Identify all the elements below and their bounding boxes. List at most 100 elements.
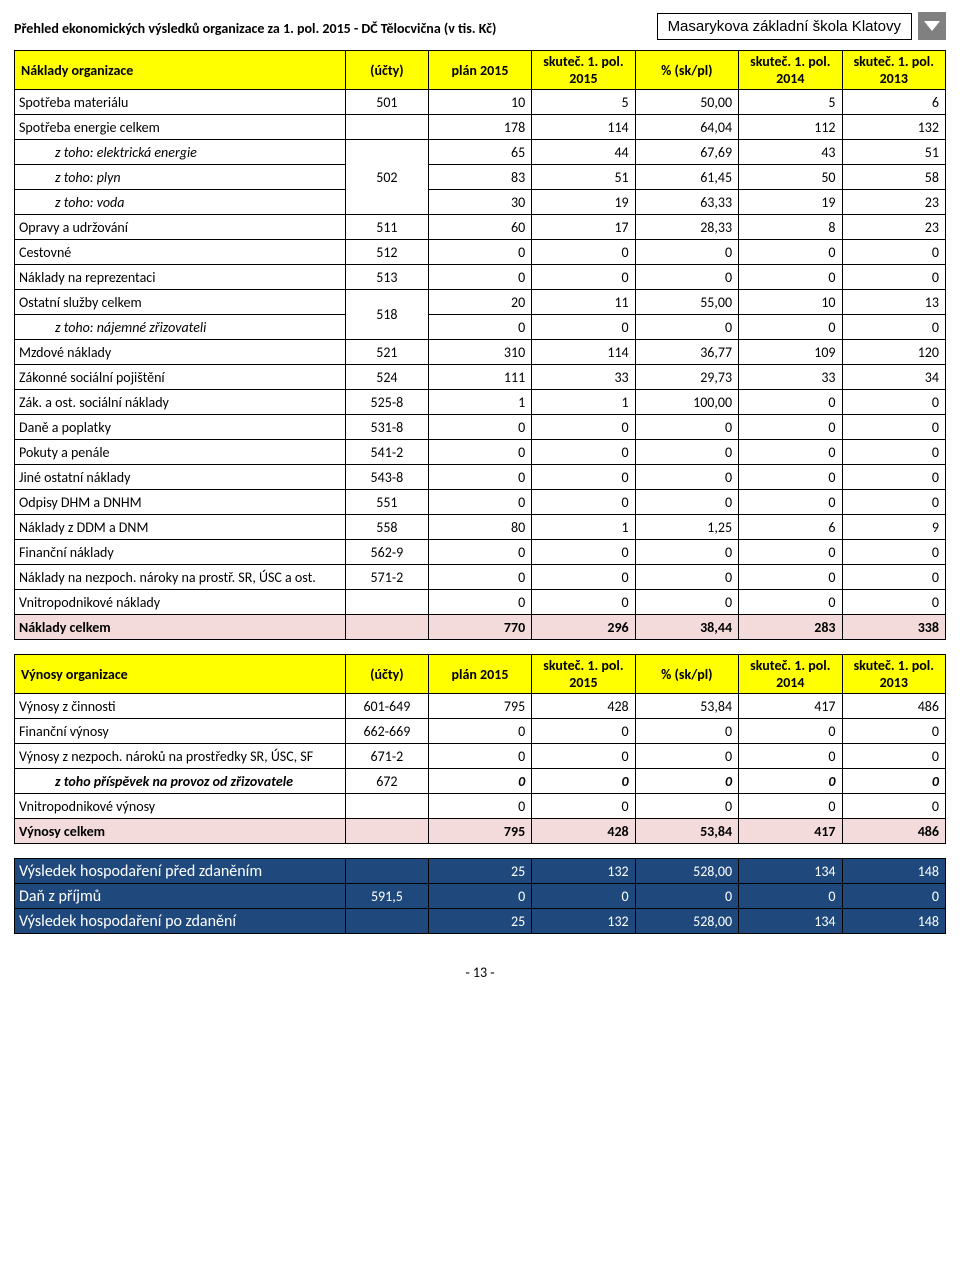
table-row: z toho: nájemné zřizovateli00000 — [15, 315, 946, 340]
row-pct: 0 — [635, 590, 738, 615]
row-label: Vnitropodnikové náklady — [15, 590, 346, 615]
row-acc: 541-2 — [346, 440, 429, 465]
row-s13: 0 — [842, 440, 945, 465]
row-s14: 0 — [739, 415, 842, 440]
row-s15: 11 — [532, 290, 635, 315]
row-s13: 23 — [842, 190, 945, 215]
row-label: Jiné ostatní náklady — [15, 465, 346, 490]
row-s13: 0 — [842, 265, 945, 290]
row-acc: 558 — [346, 515, 429, 540]
row-acc: 531-8 — [346, 415, 429, 440]
row-s13: 23 — [842, 215, 945, 240]
row-pct: 63,33 — [635, 190, 738, 215]
row-s13: 9 — [842, 515, 945, 540]
row-pct: 0 — [635, 315, 738, 340]
row-acc: 571-2 — [346, 565, 429, 590]
row-s14: 417 — [739, 819, 842, 844]
row-s15: 44 — [532, 140, 635, 165]
col-skut13: skuteč. 1. pol. 2013 — [842, 655, 945, 694]
row-label: Spotřeba energie celkem — [15, 115, 346, 140]
row-s13: 0 — [842, 240, 945, 265]
row-plan: 0 — [428, 490, 531, 515]
row-plan: 111 — [428, 365, 531, 390]
row-pct: 0 — [635, 540, 738, 565]
row-pct: 61,45 — [635, 165, 738, 190]
row-s14: 0 — [739, 265, 842, 290]
row-plan: 770 — [428, 615, 531, 640]
col-skut15: skuteč. 1. pol. 2015 — [532, 655, 635, 694]
table-row: Opravy a udržování511601728,33823 — [15, 215, 946, 240]
row-pct: 0 — [635, 440, 738, 465]
table-row: Vnitropodnikové výnosy00000 — [15, 794, 946, 819]
row-label: z toho: nájemné zřizovateli — [15, 315, 346, 340]
row-s13: 120 — [842, 340, 945, 365]
table-row: Jiné ostatní náklady543-800000 — [15, 465, 946, 490]
row-s15: 51 — [532, 165, 635, 190]
row-pct: 0 — [635, 265, 738, 290]
row-pct: 53,84 — [635, 694, 738, 719]
row-pct: 528,00 — [635, 909, 738, 934]
col-skut14: skuteč. 1. pol. 2014 — [739, 655, 842, 694]
row-s14: 0 — [739, 884, 842, 909]
row-s15: 132 — [532, 859, 635, 884]
row-plan: 0 — [428, 415, 531, 440]
row-acc: 672 — [346, 769, 429, 794]
table-row: z toho: elektrická energie502654467,6943… — [15, 140, 946, 165]
row-s14: 6 — [739, 515, 842, 540]
row-pct: 29,73 — [635, 365, 738, 390]
row-pct: 38,44 — [635, 615, 738, 640]
row-s15: 17 — [532, 215, 635, 240]
row-s15: 0 — [532, 315, 635, 340]
row-s14: 283 — [739, 615, 842, 640]
row-s14: 417 — [739, 694, 842, 719]
row-s14: 0 — [739, 794, 842, 819]
row-pct: 100,00 — [635, 390, 738, 415]
vynosy-table: Výnosy organizace (účty) plán 2015 skute… — [14, 654, 946, 844]
row-label: Finanční náklady — [15, 540, 346, 565]
row-plan: 25 — [428, 909, 531, 934]
row-acc: 671-2 — [346, 744, 429, 769]
row-plan: 0 — [428, 240, 531, 265]
row-plan: 0 — [428, 440, 531, 465]
row-label: Mzdové náklady — [15, 340, 346, 365]
row-acc: 501 — [346, 90, 429, 115]
row-pct: 50,00 — [635, 90, 738, 115]
row-s13: 148 — [842, 859, 945, 884]
row-s15: 0 — [532, 884, 635, 909]
row-acc — [346, 590, 429, 615]
row-s14: 0 — [739, 390, 842, 415]
row-acc — [346, 819, 429, 844]
row-s15: 0 — [532, 415, 635, 440]
table-row: Náklady z DDM a DNM5588011,2569 — [15, 515, 946, 540]
row-acc — [346, 794, 429, 819]
row-plan: 0 — [428, 315, 531, 340]
row-s14: 0 — [739, 540, 842, 565]
row-s13: 0 — [842, 744, 945, 769]
row-pct: 64,04 — [635, 115, 738, 140]
row-pct: 0 — [635, 719, 738, 744]
col-plan: plán 2015 — [428, 655, 531, 694]
total-row: Výnosy celkem79542853,84417486 — [15, 819, 946, 844]
row-label: Zákonné sociální pojištění — [15, 365, 346, 390]
row-acc: 524 — [346, 365, 429, 390]
row-s14: 10 — [739, 290, 842, 315]
row-pct: 0 — [635, 744, 738, 769]
row-s15: 1 — [532, 515, 635, 540]
row-label: Výnosy z nezpoch. nároků na prostředky S… — [15, 744, 346, 769]
row-acc: 512 — [346, 240, 429, 265]
row-plan: 30 — [428, 190, 531, 215]
row-label: Náklady celkem — [15, 615, 346, 640]
row-plan: 10 — [428, 90, 531, 115]
row-plan: 795 — [428, 694, 531, 719]
table-row: Finanční náklady562-900000 — [15, 540, 946, 565]
col-ucty: (účty) — [346, 51, 429, 90]
school-selector[interactable]: Masarykova základní škola Klatovy — [657, 12, 946, 40]
row-s14: 109 — [739, 340, 842, 365]
row-plan: 20 — [428, 290, 531, 315]
row-acc: 543-8 — [346, 465, 429, 490]
vysledek-table: Výsledek hospodaření před zdaněním 25 13… — [14, 858, 946, 934]
row-acc: 662-669 — [346, 719, 429, 744]
chevron-down-icon[interactable] — [918, 12, 946, 40]
row-label: Náklady na nezpoch. nároky na prostř. SR… — [15, 565, 346, 590]
row-s13: 0 — [842, 794, 945, 819]
